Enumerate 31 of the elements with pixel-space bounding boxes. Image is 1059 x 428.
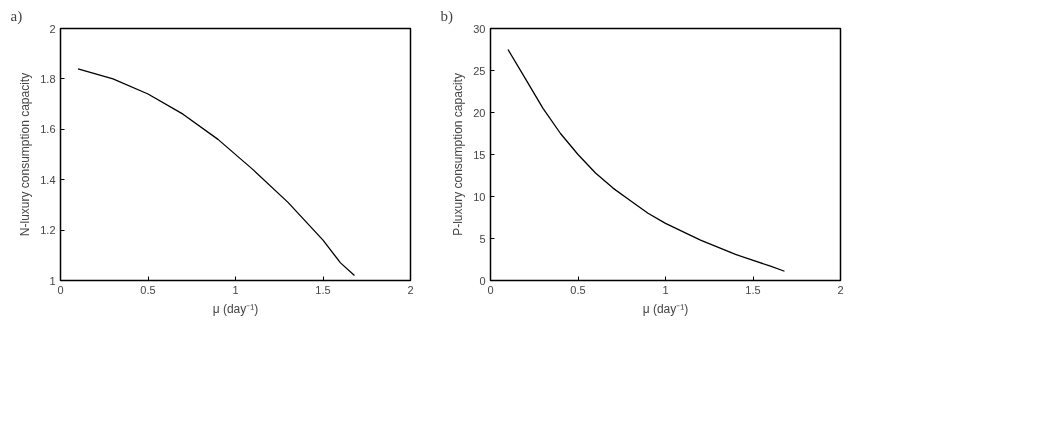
y-tick-label: 1.2 xyxy=(40,224,56,237)
x-axis-title: μ (day⁻¹) xyxy=(212,301,259,316)
chart-title: a) xyxy=(10,7,23,25)
x-tick-label: 0 xyxy=(57,283,64,296)
x-axis-title: μ (day⁻¹) xyxy=(642,301,689,316)
y-tick-label: 1.8 xyxy=(40,72,56,85)
x-tick-label: 2 xyxy=(837,283,844,296)
y-tick-label: 5 xyxy=(479,232,486,245)
y-axis-title: P-luxury consumption capacity xyxy=(451,73,466,236)
y-axis-title: N-luxury consumption capacity xyxy=(18,72,33,237)
y-tick-label: 15 xyxy=(473,148,486,161)
x-tick-label: 1.5 xyxy=(745,283,761,296)
y-tick-label: 25 xyxy=(473,64,486,77)
x-tick-label: 1 xyxy=(662,283,669,296)
y-tick-label: 2 xyxy=(49,22,56,35)
line-series xyxy=(507,48,786,272)
line-series xyxy=(77,68,356,277)
y-tick-label: 20 xyxy=(473,106,486,119)
x-tick-label: 2 xyxy=(407,283,414,296)
y-tick-label: 1.6 xyxy=(40,123,56,136)
y-tick-label: 1 xyxy=(49,274,56,287)
chart-title: b) xyxy=(440,7,453,25)
y-tick-label: 1.4 xyxy=(40,173,56,186)
x-tick-label: 1.5 xyxy=(315,283,331,296)
x-tick-label: 0.5 xyxy=(140,283,156,296)
y-tick-label: 30 xyxy=(473,22,486,35)
y-tick-label: 10 xyxy=(473,190,486,203)
y-tick-label: 0 xyxy=(479,274,486,287)
x-tick-label: 0.5 xyxy=(570,283,586,296)
x-tick-label: 0 xyxy=(487,283,494,296)
x-tick-label: 1 xyxy=(232,283,239,296)
